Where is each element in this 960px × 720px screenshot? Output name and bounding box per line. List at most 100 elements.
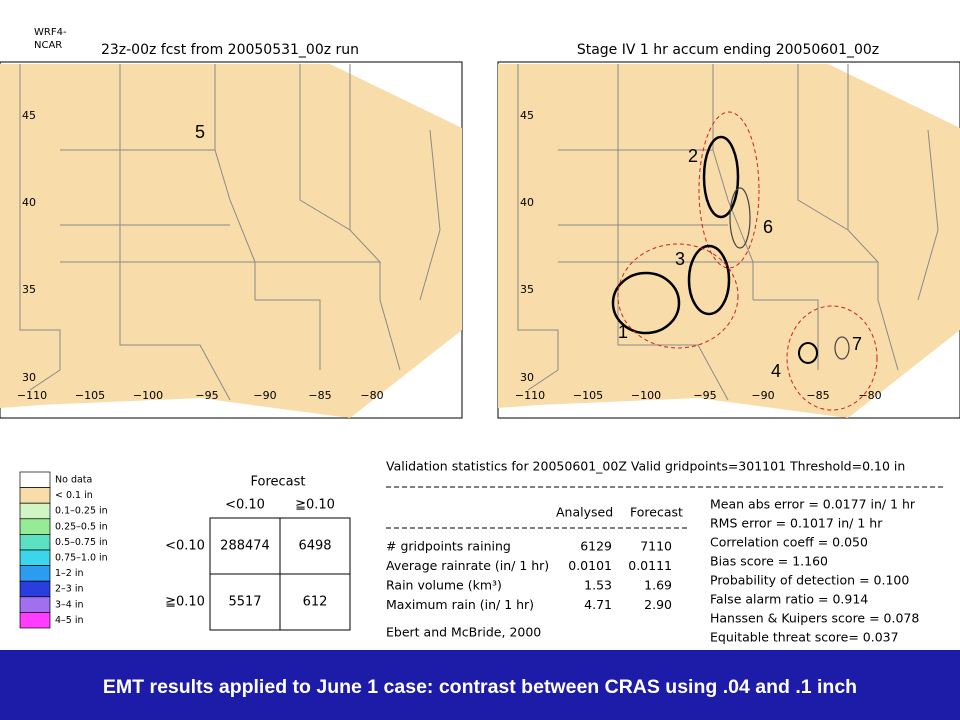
region-number: 1: [618, 322, 628, 342]
legend-swatch: [19, 565, 51, 582]
stats-value: 4.71: [584, 597, 612, 612]
circle: [611, 271, 681, 335]
state-border: [255, 261, 381, 300]
state-border: [119, 255, 231, 401]
legend-swatch: [19, 518, 51, 535]
state-border: [299, 64, 381, 263]
stats-value: 2.90: [644, 597, 672, 612]
lat-label: 35: [520, 283, 534, 296]
state-border: [29, 369, 61, 391]
state-border: [379, 299, 401, 371]
stats-label: Rain volume (km³): [386, 578, 502, 593]
stats-label: Average rainrate (in/ 1 hr): [386, 558, 549, 573]
column-header: <0.10: [225, 498, 265, 513]
circle: [702, 135, 740, 219]
citation: Ebert and McBride, 2000: [386, 625, 541, 640]
circle: [798, 342, 818, 364]
map-title: Stage IV 1 hr accum ending 20050601_00z: [577, 42, 879, 58]
region-number: 6: [763, 217, 773, 237]
lon-label: −80: [360, 389, 383, 402]
lat-label: 45: [22, 109, 36, 122]
stats-title: Validation statistics for 20050601_00Z V…: [386, 459, 905, 474]
footer-band: [0, 650, 960, 720]
score-line: Correlation coeff = 0.050: [710, 535, 868, 550]
footer-text: EMT results applied to June 1 case: cont…: [103, 676, 857, 698]
lon-label: −95: [195, 389, 218, 402]
lon-label: −90: [253, 389, 276, 402]
lon-label: −105: [75, 389, 105, 402]
lat-label: 30: [22, 371, 36, 384]
legend-swatch: [19, 471, 51, 488]
state-border: [753, 261, 879, 300]
stats-value: 6129: [580, 539, 612, 554]
lat-label: 35: [22, 283, 36, 296]
annotation-circles: [611, 111, 878, 411]
state-border: [917, 129, 939, 301]
state-border: [214, 149, 256, 263]
state-border: [527, 369, 559, 391]
stats-label: Maximum rain (in/ 1 hr): [386, 597, 534, 612]
score-line: RMS error = 0.1017 in/ 1 hr: [710, 516, 883, 531]
stats-value: 0.0111: [628, 558, 672, 573]
map-title: 23z-00z fcst from 20050531_00z run: [101, 42, 359, 58]
legend-swatch: [19, 534, 51, 551]
lat-label: 40: [520, 196, 534, 209]
legend-label: < 0.1 in: [55, 490, 93, 501]
table-cell: 5517: [228, 595, 261, 610]
legend-label: 0.25–0.5 in: [55, 521, 108, 532]
lon-label: −80: [858, 389, 881, 402]
stats-value: 1.69: [644, 578, 672, 593]
lon-label: −85: [308, 389, 331, 402]
state-border: [19, 64, 61, 370]
stats-label: # gridpoints raining: [386, 539, 511, 554]
row-header: <0.10: [165, 539, 205, 554]
legend-label: 3–4 in: [55, 599, 84, 610]
stats-value: 0.0101: [568, 558, 612, 573]
lon-label: −95: [693, 389, 716, 402]
header-note: WRF4-: [34, 27, 67, 38]
legend-label: No data: [55, 475, 92, 486]
lon-label: −100: [631, 389, 661, 402]
stats-value: 7110: [640, 539, 672, 554]
lon-label: −110: [515, 389, 545, 402]
legend-swatch: [19, 502, 51, 520]
data-region: [498, 64, 960, 418]
table-cell: 6498: [298, 539, 331, 554]
legend-swatch: [19, 596, 51, 613]
region-number: 7: [852, 334, 862, 354]
region-number: 5: [195, 122, 205, 142]
score-line: Mean abs error = 0.0177 in/ 1 hr: [710, 497, 916, 512]
table-cell: 612: [303, 595, 328, 610]
header-note: NCAR: [34, 40, 62, 51]
lat-label: 45: [520, 109, 534, 122]
lon-label: −110: [17, 389, 47, 402]
score-line: Equitable threat score= 0.037: [710, 630, 899, 645]
legend-swatch: [19, 612, 51, 629]
lat-label: 40: [22, 196, 36, 209]
lon-label: −100: [133, 389, 163, 402]
lon-label: −105: [573, 389, 603, 402]
circle: [698, 111, 760, 269]
state-border: [517, 64, 559, 370]
lon-label: −85: [806, 389, 829, 402]
legend-swatch: [19, 549, 51, 566]
legend-label: 0.75–1.0 in: [55, 553, 108, 564]
region-number: 4: [771, 361, 781, 381]
circle: [729, 187, 751, 249]
stats-column: Forecast: [630, 505, 683, 520]
score-line: False alarm ratio = 0.914: [710, 592, 868, 607]
state-border: [419, 129, 441, 301]
score-line: Probability of detection = 0.100: [710, 573, 909, 588]
state-border: [877, 299, 899, 371]
row-header: ≧0.10: [165, 595, 205, 610]
legend-label: 1–2 in: [55, 568, 84, 579]
map-panel: 23z-00z fcst from 20050531_00z run 45 40 35…: [0, 42, 463, 419]
state-border: [712, 149, 754, 263]
column-header: ≧0.10: [295, 498, 335, 513]
map-panel: Stage IV 1 hr accum ending 20050601_00z 4…: [497, 42, 960, 419]
score-line: Hanssen & Kuipers score = 0.078: [710, 611, 919, 626]
legend-swatch: [19, 580, 51, 598]
region-number: 3: [675, 249, 685, 269]
lon-label: −90: [751, 389, 774, 402]
